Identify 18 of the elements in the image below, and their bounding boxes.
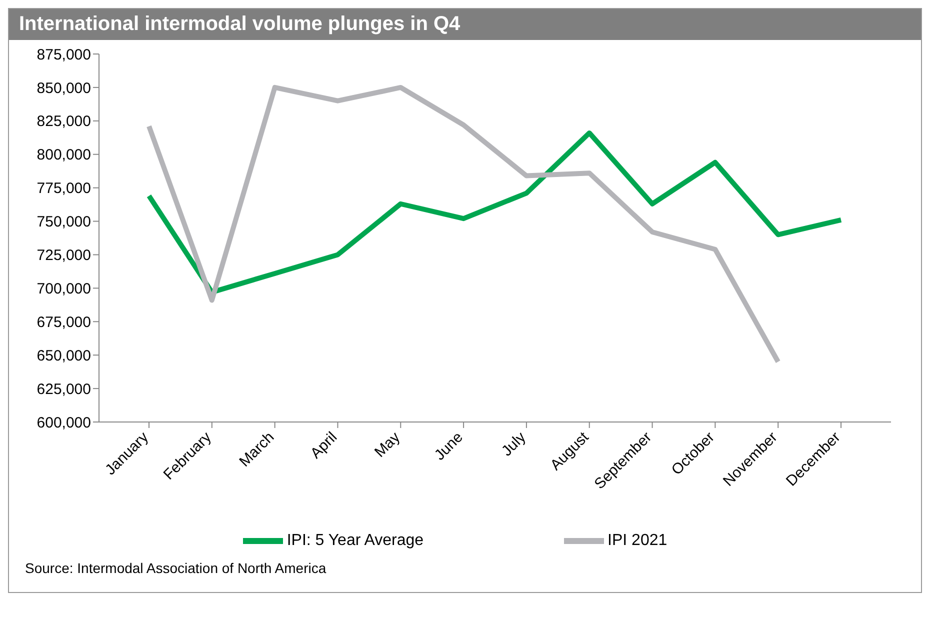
x-tick-label: May	[371, 428, 404, 461]
y-tick-label: 700,000	[36, 280, 91, 298]
source-note: Source: Intermodal Association of North America	[25, 560, 326, 576]
y-tick-label: 850,000	[36, 80, 91, 97]
y-tick-label: 725,000	[36, 247, 91, 264]
y-tick-label: 650,000	[36, 347, 91, 364]
y-tick-label: 775,000	[36, 180, 91, 198]
y-tick-label: 600,000	[36, 414, 91, 432]
y-tick-label: 625,000	[36, 380, 91, 398]
x-tick-label: July	[498, 428, 530, 460]
chart-title: International intermodal volume plunges in Q4	[9, 9, 921, 40]
y-tick-label: 675,000	[36, 314, 91, 331]
y-tick-label: 750,000	[36, 214, 91, 231]
legend-label: IPI 2021	[606, 532, 668, 550]
y-tick-label: 825,000	[36, 113, 91, 130]
y-tick-label: 875,000	[36, 46, 91, 64]
legend-label: IPI: 5 Year Average	[286, 532, 424, 550]
y-tick-label: 800,000	[36, 146, 91, 164]
